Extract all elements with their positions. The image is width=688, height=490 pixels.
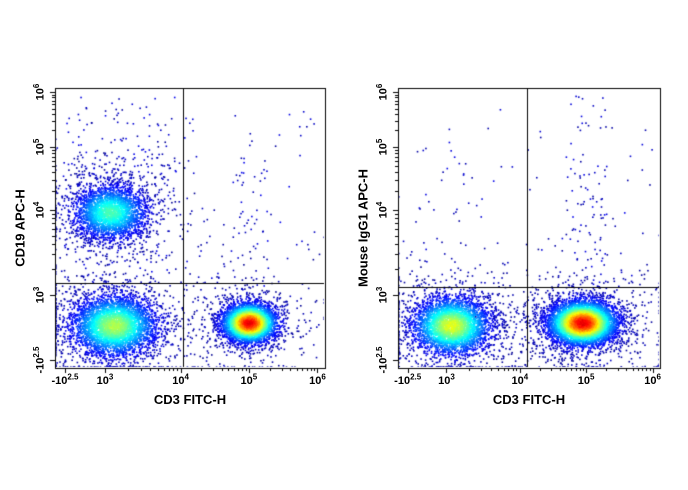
y-tick-label: 104 [374,201,390,219]
x-axis-label-right: CD3 FITC-H [492,392,566,407]
y-tick-label: -102.5 [374,346,390,374]
dot-plot-right [398,88,660,368]
y-tick-label: 105 [374,138,390,156]
y-tick-label: 104 [31,201,47,219]
x-tick-label: -102.5 [51,372,79,387]
y-tick-label: 103 [31,286,47,304]
y-tick-label: 103 [374,286,390,304]
y-axis-label-left: CD19 APC-H [12,189,28,267]
x-tick-label: -102.5 [394,372,422,387]
x-tick-label: 105 [577,372,595,387]
x-tick-label: 105 [240,372,258,387]
x-tick-label: 104 [172,372,189,387]
y-tick-label: 106 [374,83,390,101]
y-axis-label-right: Mouse IgG1 APC-H [355,169,371,287]
x-tick-label: 104 [511,372,529,387]
x-tick-label: 106 [644,372,662,387]
x-tick-label: 103 [438,372,455,387]
x-tick-label: 103 [96,372,114,387]
x-tick-label: 106 [309,372,326,387]
y-tick-label: 105 [31,138,47,156]
y-tick-label: -102.5 [31,346,47,374]
dot-plot-left [55,88,325,368]
y-tick-label: 106 [31,83,47,101]
x-axis-label-left: CD3 FITC-H [153,392,227,407]
